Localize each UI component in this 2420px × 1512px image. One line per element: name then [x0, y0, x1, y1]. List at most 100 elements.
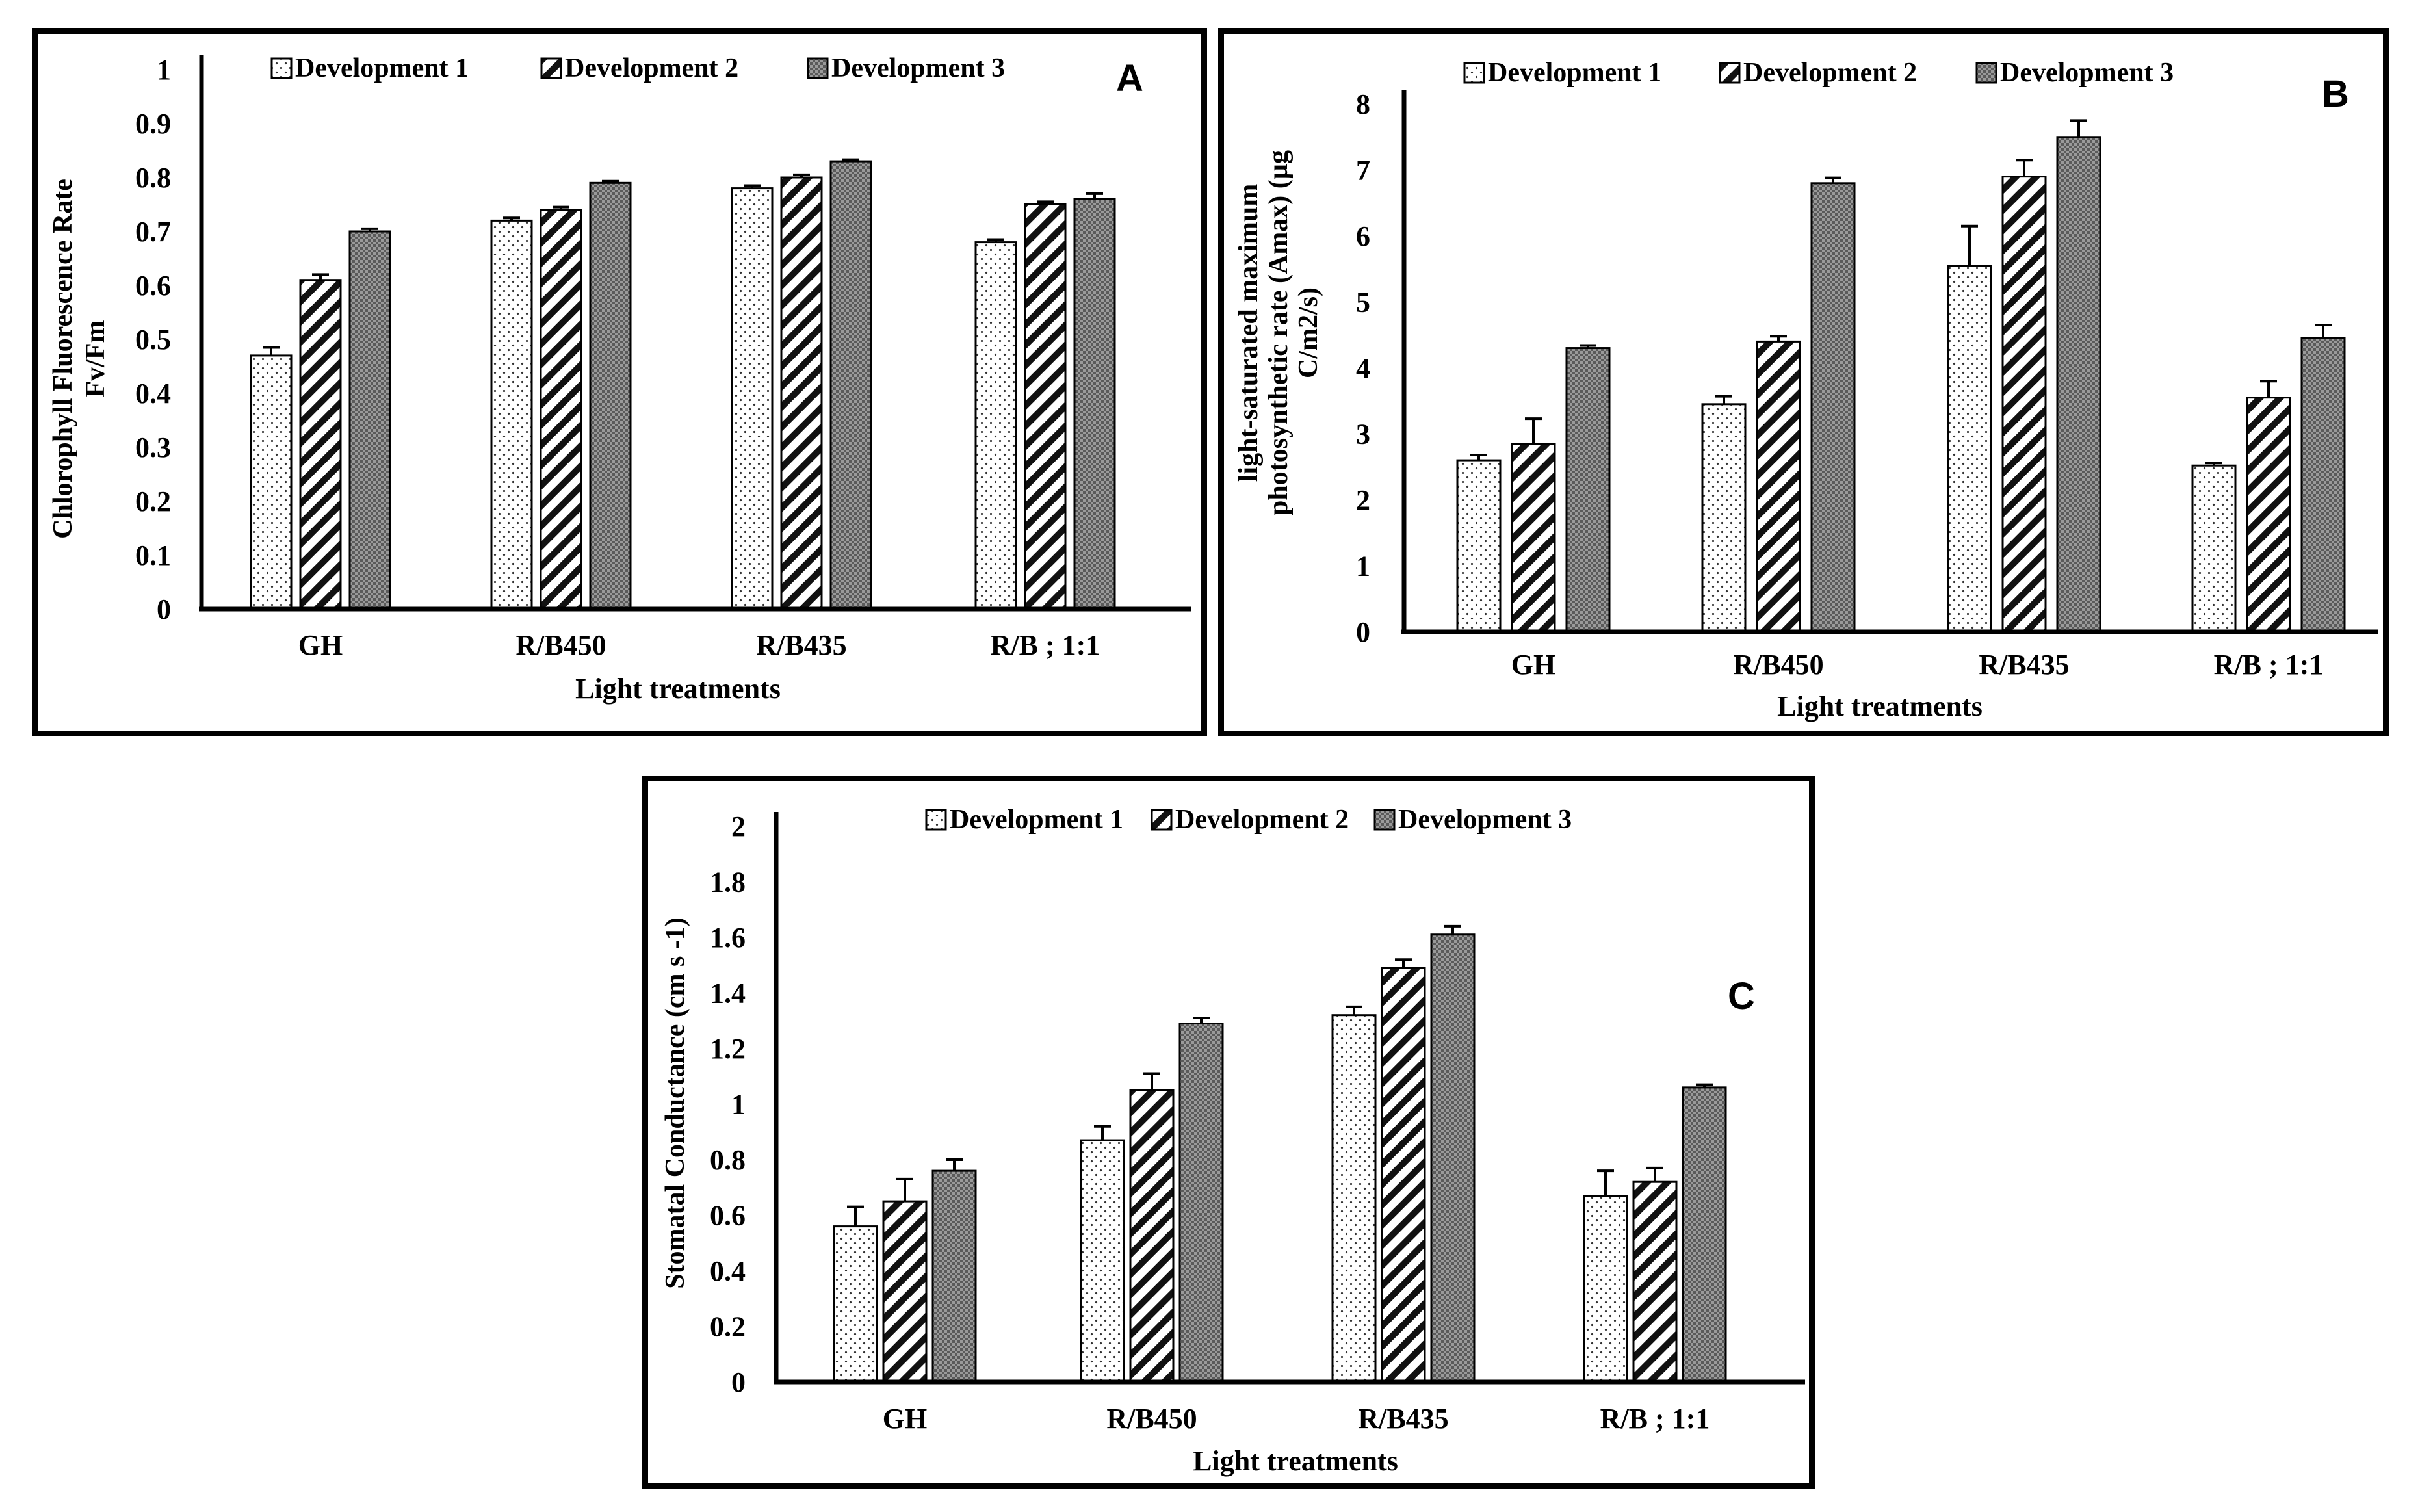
x-category-label: R/B435	[1979, 649, 2069, 681]
y-tick-label: 1.8	[710, 867, 746, 898]
bar	[1632, 1180, 1678, 1383]
bar	[1430, 933, 1476, 1383]
bar	[1178, 1023, 1224, 1383]
chart-panel-c: C 0 0.2 0.4 0.6 0.8 1 1.2 1.4 1.6 1.8 2 GH R/B450 R/B…	[642, 776, 1815, 1489]
x-category-label: R/B ; 1:1	[1600, 1403, 1710, 1435]
x-category-label: GH	[1511, 649, 1555, 681]
y-tick-label: 0.4	[710, 1255, 746, 1287]
x-category-label: GH	[298, 629, 343, 661]
y-tick-label: 0	[1356, 616, 1370, 648]
y-tick-label: 1	[731, 1089, 746, 1121]
y-tick-label: 6	[1356, 220, 1370, 252]
y-tick-label: 0.2	[135, 486, 171, 517]
x-category-label: R/B435	[756, 629, 846, 661]
legend-entry: Development 3	[2000, 58, 2174, 88]
chart-b-svg: B 0 1 2 3 4 5 6 7 8 GH R/B450 R/B435 R/B ; 1:1 Light …	[1234, 58, 2378, 722]
legend-entry: Development 3	[831, 53, 1005, 83]
panel-label-a: A	[1116, 57, 1143, 99]
legend-swatch	[1373, 809, 1396, 831]
y-tick-label: 0.8	[710, 1144, 746, 1176]
bar	[1583, 1195, 1628, 1383]
bar	[2246, 397, 2291, 633]
panel-label-b: B	[2322, 73, 2349, 115]
bar	[490, 219, 533, 610]
y-tick-label: 0.3	[135, 432, 171, 463]
bar	[589, 181, 632, 610]
y-tick-label: 7	[1356, 155, 1370, 187]
bar	[1456, 459, 1502, 633]
legend-entry: Development 3	[1398, 805, 1572, 835]
bar	[1073, 198, 1116, 610]
x-category-label: R/B450	[1733, 649, 1823, 681]
bar	[540, 209, 582, 610]
y-tick-label: 1	[1356, 551, 1370, 582]
bar	[2056, 136, 2101, 633]
bar	[1511, 443, 1556, 633]
legend-swatch	[1719, 62, 1741, 84]
bar	[2300, 337, 2346, 633]
chart-a-svg: A 0 0.1 0.2 0.3 0.4 0.5 0.6 0.7 0.8 0.9 1 GH R/B450 R…	[48, 53, 1191, 705]
bar	[250, 354, 293, 610]
legend-swatch	[540, 57, 562, 79]
y-axis-title: light-saturated maximum	[1234, 184, 1264, 482]
y-axis-title: photosynthetic rate (Amax) (µg	[1264, 150, 1294, 515]
x-axis-title: Light treatments	[1193, 1445, 1398, 1477]
bar	[882, 1200, 928, 1383]
y-tick-label: 0.6	[135, 270, 171, 302]
legend-entry: Development 2	[1743, 58, 1917, 88]
y-tick-label: 0.9	[135, 108, 171, 140]
bar	[1947, 265, 1992, 633]
y-axis-title: Stomatal Conductance (cm s -1)	[660, 917, 690, 1289]
y-tick-label: 0.4	[135, 378, 171, 410]
legend-entry: Development 1	[1488, 58, 1661, 88]
panel-label-c: C	[1728, 975, 1755, 1017]
legend-swatch	[270, 57, 293, 79]
y-tick-label: 1	[157, 54, 171, 86]
bar	[829, 160, 872, 610]
bar	[1024, 203, 1067, 610]
y-tick-label: 1.4	[710, 978, 746, 1010]
x-axis-title: Light treatments	[1777, 690, 1983, 722]
x-category-label: R/B ; 1:1	[991, 629, 1100, 661]
chart-panel-b: B 0 1 2 3 4 5 6 7 8 GH R/B450 R/B435 R/B ; 1:1 Light …	[1218, 28, 2389, 736]
y-tick-label: 0.5	[135, 324, 171, 356]
bar	[2191, 464, 2237, 633]
bar	[1565, 347, 1611, 633]
bar	[1756, 340, 1801, 633]
bar	[348, 230, 391, 610]
bar	[2001, 176, 2047, 633]
bar	[974, 241, 1017, 610]
x-category-label: R/B ; 1:1	[2214, 649, 2324, 681]
x-category-label: GH	[883, 1403, 927, 1435]
bar	[1682, 1086, 1727, 1383]
bar	[1810, 182, 1856, 633]
y-tick-label: 1.6	[710, 922, 746, 954]
bar	[731, 187, 774, 610]
y-tick-label: 0	[157, 593, 171, 625]
legend-entry: Development 2	[1175, 805, 1349, 835]
bar	[1331, 1014, 1377, 1383]
x-axis-title: Light treatments	[575, 673, 781, 705]
bar	[833, 1225, 878, 1383]
chart-panel-a: A 0 0.1 0.2 0.3 0.4 0.5 0.6 0.7 0.8 0.9 1 GH R/B450 R…	[32, 28, 1207, 736]
y-tick-label: 3	[1356, 419, 1370, 450]
legend-swatch	[1975, 62, 1997, 84]
legend-entry: Development 1	[950, 805, 1123, 835]
y-tick-label: 2	[731, 811, 746, 842]
legend-swatch	[807, 57, 829, 79]
y-tick-label: 0.7	[135, 216, 171, 248]
y-tick-label: 4	[1356, 352, 1370, 384]
bar	[299, 279, 342, 610]
chart-c-svg: C 0 0.2 0.4 0.6 0.8 1 1.2 1.4 1.6 1.8 2 GH R/B450 R/B…	[660, 805, 1805, 1477]
y-tick-label: 2	[1356, 484, 1370, 516]
bar	[1701, 403, 1747, 633]
legend-swatch	[1463, 62, 1485, 84]
bar	[1080, 1139, 1125, 1383]
bar	[931, 1169, 977, 1383]
y-tick-label: 5	[1356, 287, 1370, 319]
bar	[1129, 1089, 1175, 1383]
x-category-label: R/B435	[1358, 1403, 1448, 1435]
legend-swatch	[1151, 809, 1173, 831]
x-category-label: R/B450	[1106, 1403, 1197, 1435]
y-tick-label: 1.2	[710, 1033, 746, 1065]
